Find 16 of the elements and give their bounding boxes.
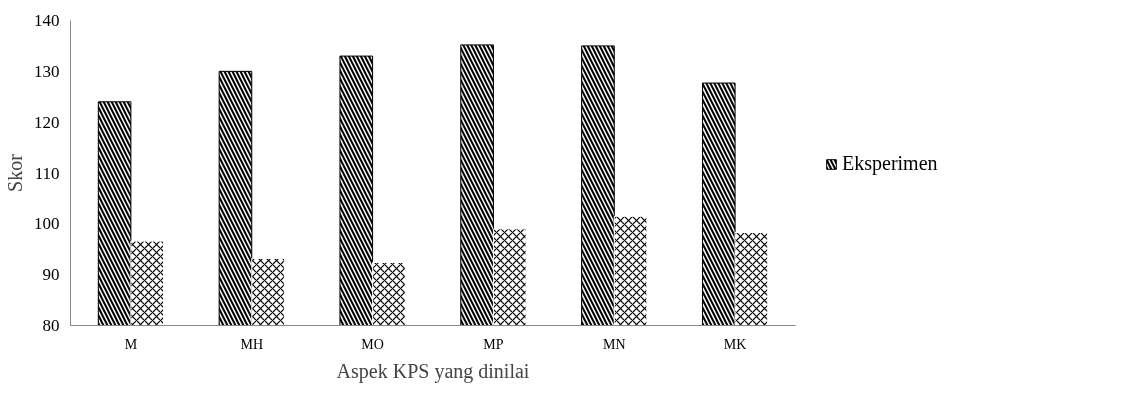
x-axis-title: Aspek KPS yang dinilai [336,359,530,383]
y-axis-title: Skor [4,153,26,192]
y-tick-label: 130 [34,61,60,81]
y-tick-label: 120 [34,112,60,132]
x-tick-label: MP [483,336,504,352]
y-tick-label: 90 [42,265,60,285]
x-tick-label: M [124,336,138,352]
x-tick-label: MN [602,336,626,352]
legend-label: Eksperimen [842,152,938,175]
x-tick-label: MH [240,336,264,352]
y-tick-label: 140 [34,11,60,30]
x-tick-label: MO [361,336,384,352]
y-tick-label: 80 [42,316,60,335]
y-tick-label: 100 [34,214,60,234]
y-tick-label: 110 [34,163,60,183]
x-tick-label: MK [723,336,747,352]
